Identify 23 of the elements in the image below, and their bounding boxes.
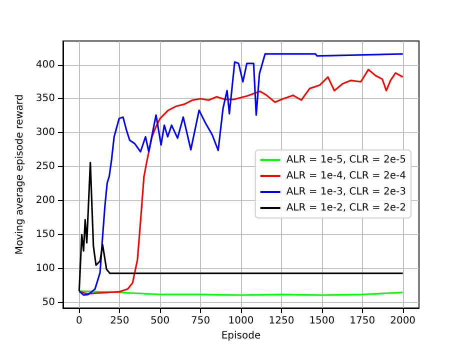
x-tick-label: 2000 (390, 316, 416, 326)
x-tick-label: 1500 (309, 316, 335, 326)
y-tick-label: 100 (36, 263, 55, 274)
legend-label: ALR = 1e-4, CLR = 2e-4 (286, 170, 406, 182)
legend-label: ALR = 1e-3, CLR = 2e-3 (286, 186, 406, 198)
x-tick-label: 1750 (350, 316, 376, 326)
x-tick-label: 500 (150, 316, 170, 326)
x-tick-label: 250 (110, 316, 130, 326)
x-tick-label: 1000 (228, 316, 254, 326)
legend-label: ALR = 1e-2, CLR = 2e-2 (286, 202, 406, 214)
y-tick-label: 300 (36, 127, 55, 138)
y-tick-label: 150 (36, 229, 55, 240)
x-tick-label: 750 (191, 316, 210, 326)
x-tick-label: 0 (76, 316, 82, 326)
y-tick-label: 50 (42, 297, 55, 308)
y-tick-label: 350 (36, 93, 55, 104)
y-tick-label: 400 (36, 59, 55, 70)
y-axis-title: Moving average episode reward (14, 94, 26, 255)
x-tick-label: 1250 (268, 316, 294, 326)
y-tick-label: 250 (36, 161, 55, 172)
y-tick-label: 200 (36, 195, 55, 206)
x-axis-title: Episode (221, 330, 261, 342)
legend-label: ALR = 1e-5, CLR = 2e-5 (286, 154, 406, 166)
